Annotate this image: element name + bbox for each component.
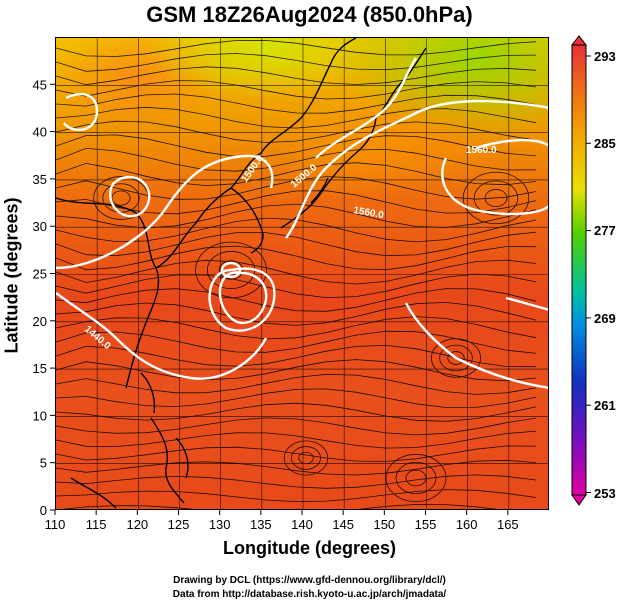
streamline — [56, 66, 537, 86]
streamline — [56, 430, 537, 449]
streamline — [56, 459, 537, 476]
streamline-eddy — [111, 190, 131, 206]
streamline-eddy — [447, 351, 465, 365]
contour-label: 1560.0 — [466, 145, 497, 156]
map-plot-area: 1500.0 1500.0 1560.0 1560.0 1440.0 — [55, 37, 549, 510]
x-tick-label: 130 — [209, 517, 231, 532]
y-tick-label: 5 — [40, 456, 47, 471]
streamline — [56, 489, 537, 503]
x-tick-label: 155 — [415, 517, 437, 532]
x-tick-label: 145 — [332, 517, 354, 532]
streamline — [56, 316, 537, 340]
y-tick-label: 25 — [33, 267, 47, 282]
streamline — [56, 301, 537, 326]
streamline — [56, 288, 537, 312]
streamline — [56, 359, 537, 382]
colorbar-label: 261 — [594, 398, 616, 413]
x-axis-label: Longitude (degrees) — [222, 538, 396, 558]
streamline — [56, 134, 537, 157]
streamline — [56, 93, 537, 114]
streamline — [56, 417, 537, 436]
streamline-eddy — [291, 446, 321, 470]
colorbar-label: 253 — [594, 486, 616, 501]
y-tick-label: 20 — [33, 314, 47, 329]
y-tick-label: 0 — [40, 503, 47, 518]
contour-label: 1440.0 — [82, 324, 113, 352]
streamline — [56, 176, 537, 200]
streamline — [56, 259, 537, 285]
streamline — [56, 245, 537, 271]
streamline — [56, 474, 537, 489]
x-tick-label: 115 — [86, 517, 107, 532]
x-tick-label: 150 — [373, 517, 395, 532]
streamline — [56, 80, 537, 100]
streamline-eddy — [431, 338, 481, 378]
streamline — [56, 445, 537, 462]
streamline — [56, 53, 537, 72]
y-axis-ticks: 0 5 10 15 20 25 30 35 40 45 — [33, 77, 55, 518]
x-tick-label: 125 — [168, 517, 190, 532]
streamline — [56, 388, 537, 408]
streamline-eddy — [385, 454, 447, 502]
streamline — [56, 147, 537, 172]
colorbar-label: 293 — [594, 49, 616, 64]
y-tick-label: 45 — [33, 77, 47, 92]
streamline-eddy — [473, 180, 519, 216]
streamline — [56, 39, 537, 57]
colorbar-label: 285 — [594, 136, 616, 151]
y-tick-label: 30 — [33, 219, 47, 234]
y-tick-label: 35 — [33, 172, 47, 187]
x-tick-label: 140 — [291, 517, 313, 532]
streamline — [56, 402, 537, 422]
streamline-eddy — [298, 451, 314, 465]
y-tick-label: 10 — [33, 408, 47, 423]
x-axis-ticks: 110 115 120 125 130 135 140 145 150 155 160 165 — [45, 510, 519, 532]
streamline-eddy — [218, 260, 244, 280]
credit-drawing: Drawing by DCL (https://www.gfd-dennou.o… — [173, 575, 446, 586]
wind-streamlines — [56, 39, 537, 509]
y-tick-label: 15 — [33, 361, 47, 376]
colorbar-gradient — [571, 44, 587, 496]
x-tick-label: 135 — [250, 517, 272, 532]
streamline — [56, 162, 537, 187]
streamline — [56, 120, 537, 143]
streamline-eddy — [439, 344, 473, 372]
streamline — [56, 373, 537, 395]
streamline-eddy — [283, 440, 329, 476]
x-tick-label: 110 — [45, 517, 66, 532]
credit-data: Data from http://database.rish.kyoto-u.a… — [172, 589, 447, 600]
contour-label: 1560.0 — [352, 205, 384, 221]
lat-lon-grid — [56, 38, 548, 509]
contour-label: 1500.0 — [289, 162, 320, 190]
streamline — [56, 106, 537, 129]
streamline-eddy — [195, 241, 267, 299]
streamline — [56, 203, 537, 229]
map-title: GSM 18Z26Aug2024 (850.0hPa) — [146, 2, 473, 27]
map-overlay: 1500.0 1500.0 1560.0 1560.0 1440.0 — [56, 38, 548, 509]
y-axis-label: Latitude (degrees) — [1, 197, 22, 354]
streamline — [56, 231, 537, 257]
colorbar-top-arrow — [570, 35, 588, 46]
streamline — [56, 273, 537, 299]
streamline-eddy — [395, 461, 437, 495]
x-tick-label: 120 — [126, 517, 148, 532]
colorbar-bottom-arrow — [571, 494, 587, 506]
x-tick-label: 165 — [497, 517, 519, 532]
x-tick-label: 160 — [456, 517, 478, 532]
streamline — [56, 190, 537, 215]
streamline-eddy — [405, 469, 427, 487]
y-tick-label: 40 — [33, 125, 47, 140]
height-contours — [56, 57, 548, 389]
streamline-eddy — [484, 189, 508, 207]
streamline — [61, 503, 498, 509]
colorbar-label: 269 — [594, 311, 616, 326]
streamline-eddy — [462, 171, 530, 225]
colorbar-label: 277 — [594, 223, 616, 238]
